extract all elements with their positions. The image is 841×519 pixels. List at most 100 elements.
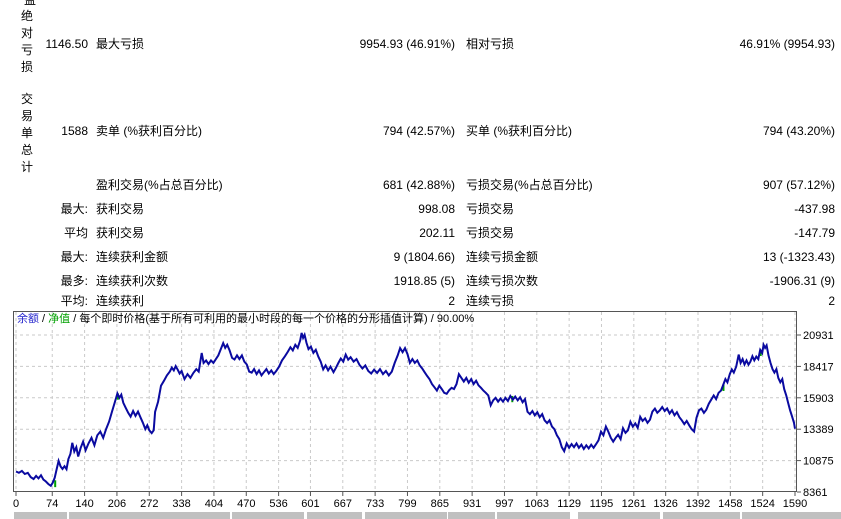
x-tick-label: 272 (140, 498, 158, 510)
stat-value-mid: 794 (42.57%) (382, 124, 455, 138)
clipped-char: 益 (24, 0, 36, 5)
table-header-strip-segment (307, 512, 362, 519)
x-tick-label: 338 (172, 498, 190, 510)
vertical-label-absolute-drawdown: 绝对亏损 (20, 9, 33, 74)
y-tick-label: 20931 (803, 330, 834, 342)
clipped-row-above: 益 (24, 0, 38, 5)
table-header-strip-segment (497, 512, 570, 519)
x-tick-label: 1524 (750, 498, 774, 510)
stat-label-left: 获利交易 (96, 226, 145, 240)
x-tick-label: 997 (495, 498, 513, 510)
stat-label-right: 相对亏损 (466, 37, 515, 51)
x-tick-label: 1129 (557, 498, 581, 510)
stat-value-mid: 2 (448, 294, 455, 308)
x-tick-label: 1458 (718, 498, 742, 510)
stat-label-right: 亏损交易 (466, 226, 515, 240)
x-tick-label: 1590 (783, 498, 807, 510)
x-tick-label: 0 (13, 498, 19, 510)
y-tick-label: 15903 (803, 393, 834, 405)
stat-prefix: 平均: (60, 294, 88, 308)
stat-prefix: 最多: (60, 274, 88, 288)
chart-legend: 余额 / 净值 / 每个即时价格(基于所有可利用的最小时段的每一个价格的分形插值… (17, 311, 474, 325)
vertical-label-total-trades: 交易单总计 (20, 92, 33, 174)
stat-label-left: 获利交易 (96, 202, 145, 216)
x-tick-label: 865 (431, 498, 449, 510)
stat-value-mid: 202.11 (419, 226, 455, 240)
stats-row-largest-trade: 最大: 获利交易 998.08 亏损交易 -437.98 (0, 202, 841, 217)
stat-value-mid: 9954.93 (46.91%) (359, 37, 455, 51)
stat-prefix: 最大: (60, 202, 88, 216)
stat-label-right: 买单 (%获利百分比) (466, 124, 572, 138)
x-tick-label: 1063 (525, 498, 549, 510)
x-tick-label: 601 (301, 498, 319, 510)
stat-value-left: 1588 (61, 124, 88, 138)
x-tick-label: 470 (237, 498, 255, 510)
table-header-strip-segment (742, 512, 841, 519)
stat-value-right: 13 (-1323.43) (762, 250, 835, 264)
stat-value-mid: 1918.85 (5) (393, 274, 455, 288)
x-tick-label: 206 (108, 498, 126, 510)
table-header-strip-segment (69, 512, 230, 519)
stat-prefix: 平均 (63, 226, 88, 240)
stat-value-mid: 681 (42.88%) (382, 178, 455, 192)
table-header-strip-segment (448, 512, 495, 519)
stat-value-right: -1906.31 (9) (769, 274, 835, 288)
stat-value-right: 2 (828, 294, 835, 308)
stat-label-left: 连续获利 (96, 294, 145, 308)
chart-legend-part: / 每个即时价格(基于所有可利用的最小时段的每一个价格的分形插值计算) / 90… (70, 311, 474, 325)
stats-row-average-consecutive: 平均: 连续获利 2 连续亏损 2 (0, 294, 841, 309)
stat-value-right: -437.98 (794, 202, 835, 216)
stat-label-left: 卖单 (%获利百分比) (96, 124, 202, 138)
x-tick-label: 74 (46, 498, 58, 510)
stat-value-right: 46.91% (9954.93) (739, 37, 835, 51)
x-tick-label: 404 (205, 498, 223, 510)
stat-label-right: 连续亏损次数 (466, 274, 539, 288)
x-tick-label: 931 (463, 498, 481, 510)
stat-prefix: 最大: (60, 250, 88, 264)
chart-frame (13, 311, 797, 492)
chart-legend-part: 净值 (48, 311, 70, 325)
table-header-strip-segment (365, 512, 447, 519)
stat-value-right: 907 (57.12%) (762, 178, 835, 192)
stat-label-left: 最大亏损 (96, 37, 145, 51)
x-tick-label: 536 (269, 498, 287, 510)
stat-label-left: 盈利交易(%占总百分比) (96, 178, 223, 192)
x-tick-label: 140 (75, 498, 93, 510)
stat-value-right: -147.79 (794, 226, 835, 240)
stats-row-max-consecutive-count: 最多: 连续获利次数 1918.85 (5) 连续亏损次数 -1906.31 (… (0, 274, 841, 289)
stat-label-right: 连续亏损金额 (466, 250, 539, 264)
chart-legend-part: / (39, 313, 48, 325)
table-header-strip-segment (663, 512, 740, 519)
stat-value-right: 794 (43.20%) (762, 124, 835, 138)
y-tick-label: 8361 (803, 487, 827, 499)
stat-value-mid: 998.08 (418, 202, 455, 216)
stats-row-average-trade: 平均 获利交易 202.11 亏损交易 -147.79 (0, 226, 841, 241)
stat-label-right: 亏损交易(%占总百分比) (466, 178, 593, 192)
y-tick-label: 18417 (803, 361, 834, 373)
x-tick-label: 799 (398, 498, 416, 510)
stat-label-left: 连续获利次数 (96, 274, 169, 288)
x-tick-label: 733 (366, 498, 384, 510)
x-tick-label: 1195 (590, 498, 614, 510)
stats-row-max-consecutive-amount: 最大: 连续获利金额 9 (1804.66) 连续亏损金额 13 (-1323.… (0, 250, 841, 265)
table-header-strip-segment (232, 512, 304, 519)
stat-value-left: 1146.50 (45, 37, 89, 51)
x-tick-label: 1261 (622, 498, 646, 510)
x-tick-label: 667 (334, 498, 352, 510)
stats-row-profit-trades: 盈利交易(%占总百分比) 681 (42.88%) 亏损交易(%占总百分比) 9… (0, 178, 841, 193)
table-header-strip-segment (578, 512, 660, 519)
x-tick-label: 1392 (686, 498, 710, 510)
stat-label-right: 亏损交易 (466, 202, 515, 216)
chart-legend-part: 余额 (17, 311, 39, 325)
stats-row-max-drawdown: 1146.50 最大亏损 9954.93 (46.91%) 相对亏损 46.91… (0, 37, 841, 52)
stat-value-mid: 9 (1804.66) (393, 250, 455, 264)
table-header-strip-segment (14, 512, 67, 519)
stats-row-short-positions: 1588 卖单 (%获利百分比) 794 (42.57%) 买单 (%获利百分比… (0, 124, 841, 139)
balance-line (15, 331, 796, 488)
y-tick-label: 13389 (803, 424, 834, 436)
x-tick-label: 1326 (653, 498, 677, 510)
stat-label-right: 连续亏损 (466, 294, 515, 308)
stat-label-left: 连续获利金额 (96, 250, 169, 264)
